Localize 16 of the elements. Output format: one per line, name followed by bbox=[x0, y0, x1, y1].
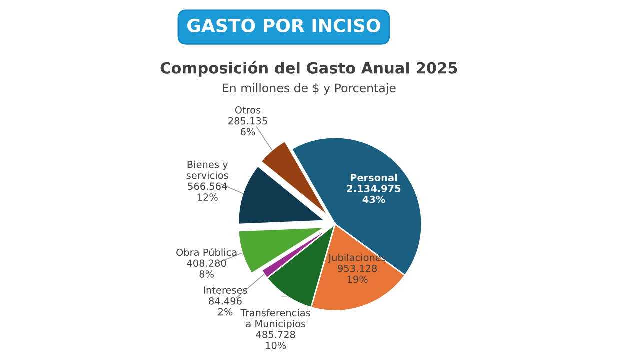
slice-label: Bienes y servicios bbox=[186, 160, 228, 180]
data-label: 2.134.975 43% bbox=[347, 185, 401, 204]
slice-label: Intereses bbox=[204, 286, 248, 294]
data-label: 285.135 6% bbox=[228, 117, 268, 136]
chart-subtitle: Composición del Gasto Anual 2025 bbox=[160, 61, 458, 77]
data-label: 84.496 2% bbox=[209, 297, 242, 316]
slice-label: Personal bbox=[350, 174, 398, 182]
data-label: 953.128 19% bbox=[338, 264, 378, 284]
slice-label: Obra Pública bbox=[176, 248, 237, 256]
slice-label: Transferencias a Municipios bbox=[240, 309, 310, 330]
data-label: 408.280 8% bbox=[187, 260, 226, 278]
slice-label: Otros bbox=[235, 106, 261, 114]
data-label: 485.728 10% bbox=[256, 331, 296, 350]
text: En millones de $ y Porcentaje bbox=[223, 83, 396, 95]
chart-title: GASTO POR INCISO bbox=[188, 18, 380, 33]
data-label: 566.564 12% bbox=[188, 182, 228, 201]
